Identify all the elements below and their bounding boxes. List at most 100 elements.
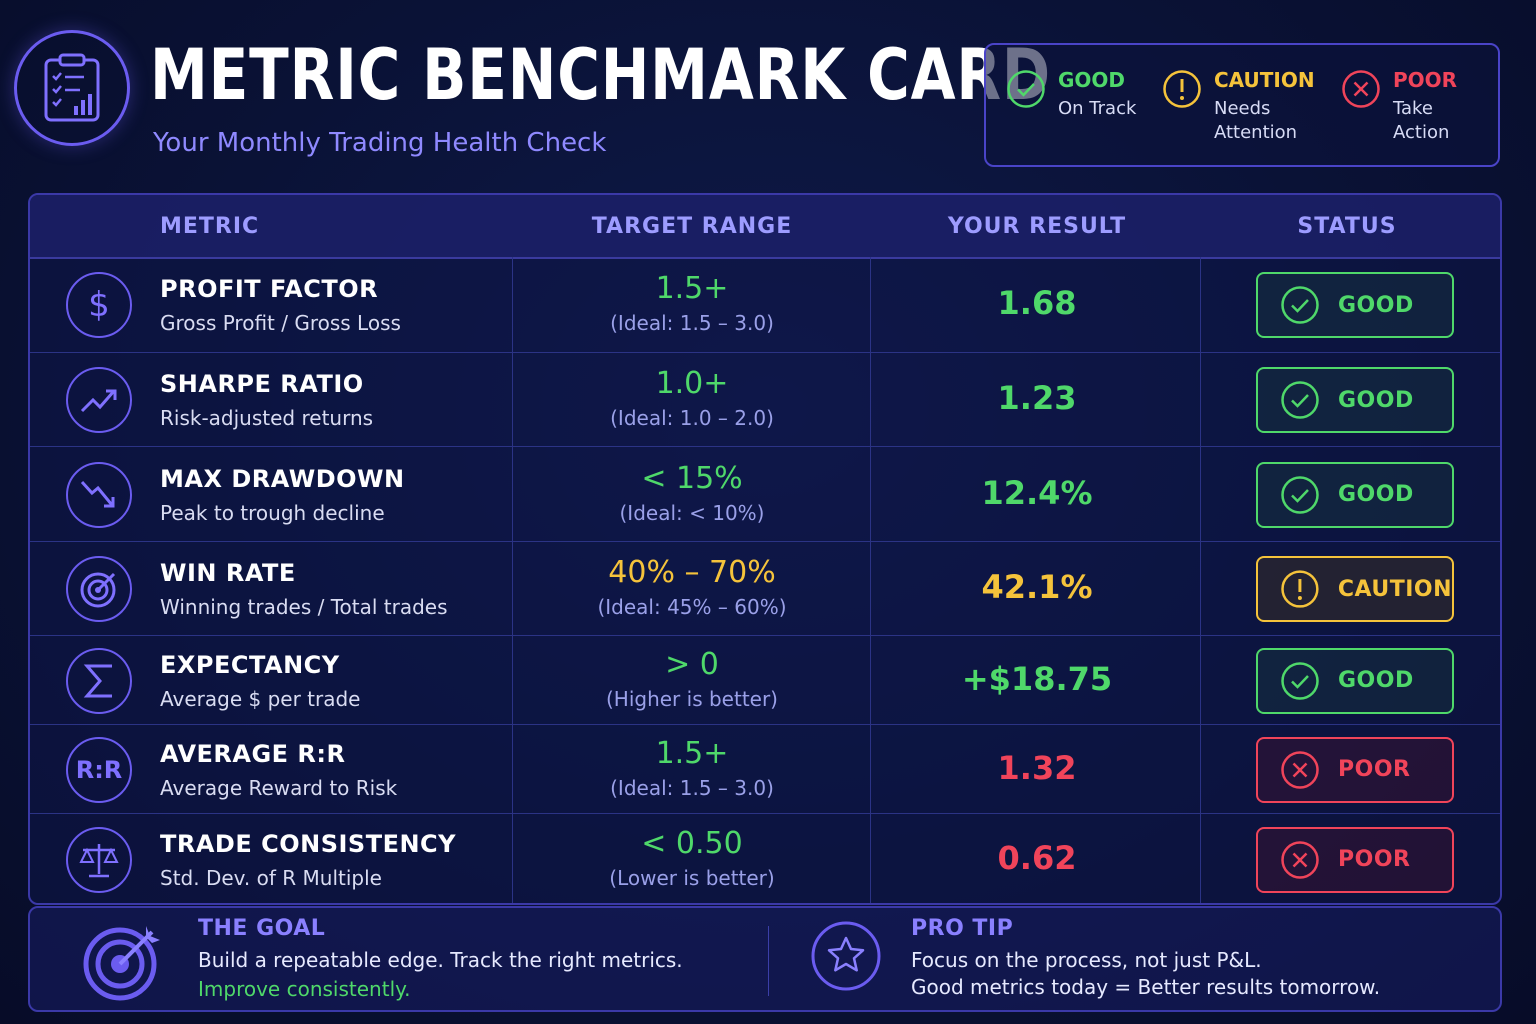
check-circle-icon — [1281, 381, 1319, 419]
status-badge: POOR — [1256, 826, 1454, 893]
metric-name: PROFIT FACTOR — [160, 275, 379, 303]
target-ideal: (Ideal: < 10%) — [619, 500, 765, 525]
legend-label: CAUTION — [1214, 68, 1315, 92]
metric-description: Risk-adjusted returns — [160, 406, 374, 430]
result-value: 12.4% — [981, 473, 1093, 512]
column-divider — [512, 257, 513, 903]
status-label: POOR — [1338, 757, 1411, 782]
metric-name: MAX DRAWDOWN — [160, 464, 405, 493]
column-header-metric: METRIC — [160, 214, 260, 239]
legend-label: POOR — [1393, 68, 1458, 92]
tip-title: PRO TIP — [911, 916, 1014, 941]
legend-desc: On Track — [1058, 98, 1137, 119]
table-row: EXPECTANCY Average $ per trade > 0 (Higher … — [30, 636, 1500, 725]
status-badge: POOR — [1256, 736, 1454, 803]
status-label: GOOD — [1338, 387, 1414, 413]
metric-name: WIN RATE — [160, 559, 296, 587]
status-label: GOOD — [1338, 668, 1414, 693]
trend-up-icon — [66, 367, 132, 433]
goal-text: Build a repeatable edge. Track the right… — [198, 948, 683, 972]
x-circle-icon — [1281, 840, 1319, 879]
target-range: < 0.50 — [641, 825, 743, 861]
scale-icon — [66, 826, 132, 893]
target-ideal: (Higher is better) — [605, 686, 778, 711]
check-circle-icon — [1281, 286, 1319, 324]
target-ideal: (Lower is better) — [609, 865, 775, 890]
legend-desc: Attention — [1214, 122, 1298, 143]
result-value: 0.62 — [997, 838, 1077, 877]
table-header: METRIC TARGET RANGE YOUR RESULT STATUS — [30, 195, 1500, 259]
status-badge: GOOD — [1256, 647, 1454, 714]
target-range: 1.0+ — [655, 366, 729, 401]
page-subtitle: Your Monthly Trading Health Check — [153, 128, 607, 158]
legend-item-caution: CAUTION Needs Attention — [1162, 67, 1315, 145]
table-row: R:R AVERAGE R:R Average Reward to Risk 1.5+… — [30, 725, 1500, 814]
target-ideal: (Ideal: 45% – 60%) — [597, 595, 787, 619]
status-badge: GOOD — [1256, 461, 1454, 528]
footer-panel: THE GOAL Build a repeatable edge. Track … — [28, 906, 1502, 1012]
table-row: $ PROFIT FACTOR Gross Profit / Gross Loss 1… — [30, 257, 1500, 353]
legend-label: GOOD — [1058, 68, 1126, 92]
dollar-icon: $ — [66, 272, 132, 338]
metric-name: TRADE CONSISTENCY — [160, 829, 457, 858]
table-row: SHARPE RATIO Risk-adjusted returns 1.0+ (Id… — [30, 353, 1500, 447]
exclamation-circle-icon — [1163, 70, 1201, 108]
table-row: MAX DRAWDOWN Peak to trough decline < 15% (… — [30, 447, 1500, 542]
target-range: > 0 — [665, 646, 719, 682]
legend-desc: Action — [1393, 122, 1450, 143]
check-circle-icon — [1281, 475, 1319, 514]
exclamation-circle-icon — [1281, 570, 1319, 608]
legend-desc: Take — [1393, 98, 1433, 119]
column-divider — [1200, 257, 1201, 903]
status-legend: GOOD On Track CAUTION Needs Attention PO… — [984, 43, 1500, 167]
result-value: 1.68 — [997, 284, 1077, 322]
metric-name: EXPECTANCY — [160, 650, 340, 679]
status-label: CAUTION — [1337, 576, 1452, 602]
target-range: 40% – 70% — [608, 555, 776, 590]
clipboard-chart-icon — [14, 30, 130, 146]
status-label: GOOD — [1338, 292, 1414, 318]
check-circle-icon — [1281, 661, 1319, 700]
column-header-status: STATUS — [1297, 214, 1397, 239]
trend-down-icon — [66, 461, 132, 528]
target-ideal: (Ideal: 1.0 – 2.0) — [610, 406, 774, 430]
target-arrow-icon — [83, 926, 160, 1001]
status-label: POOR — [1338, 847, 1411, 872]
legend-item-poor: POOR Take Action — [1341, 67, 1457, 145]
target-range: < 15% — [641, 460, 743, 496]
x-circle-icon — [1342, 70, 1380, 108]
legend-item-good: GOOD On Track — [1006, 67, 1136, 121]
result-value: +$18.75 — [961, 659, 1113, 698]
star-icon — [811, 921, 881, 991]
metric-description: Peak to trough decline — [160, 500, 385, 525]
metric-name: SHARPE RATIO — [160, 370, 364, 398]
metric-description: Winning trades / Total trades — [160, 595, 448, 619]
status-label: GOOD — [1338, 482, 1414, 507]
tip-text: Good metrics today = Better results tomo… — [911, 975, 1381, 999]
target-ideal: (Ideal: 1.5 – 3.0) — [610, 775, 774, 800]
target-range: 1.5+ — [655, 271, 729, 306]
benchmark-table: METRIC TARGET RANGE YOUR RESULT STATUS $… — [28, 193, 1502, 905]
page-title: METRIC BENCHMARK CARD — [150, 34, 1051, 116]
footer-divider — [768, 926, 769, 996]
goal-highlight: Improve consistently. — [198, 977, 411, 1001]
rr-icon: R:R — [66, 736, 132, 803]
column-divider — [870, 257, 871, 903]
legend-desc: Needs — [1214, 98, 1271, 119]
metric-description: Gross Profit / Gross Loss — [160, 311, 401, 335]
target-icon — [66, 556, 132, 622]
result-value: 1.32 — [997, 748, 1077, 787]
status-badge: CAUTION — [1256, 556, 1454, 622]
status-badge: GOOD — [1256, 367, 1454, 433]
x-circle-icon — [1281, 750, 1319, 789]
table-row: TRADE CONSISTENCY Std. Dev. of R Multiple… — [30, 814, 1500, 903]
table-row: WIN RATE Winning trades / Total trades 40%… — [30, 542, 1500, 636]
metric-description: Average $ per trade — [160, 686, 361, 711]
metric-description: Std. Dev. of R Multiple — [160, 865, 382, 890]
column-header-result: YOUR RESULT — [947, 214, 1127, 239]
sigma-icon — [66, 647, 132, 714]
metric-name: AVERAGE R:R — [160, 739, 346, 768]
metric-description: Average Reward to Risk — [160, 775, 398, 800]
column-header-target: TARGET RANGE — [591, 214, 793, 239]
result-value: 42.1% — [981, 568, 1093, 606]
